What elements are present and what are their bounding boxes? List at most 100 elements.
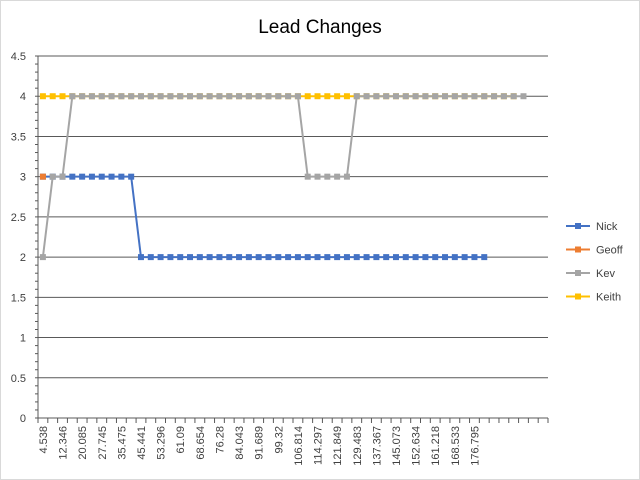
data-point (128, 173, 135, 180)
legend-swatch-marker (575, 223, 581, 229)
legend-swatch-marker (575, 246, 581, 253)
x-tick-label: 4.538 (38, 426, 50, 454)
data-point (461, 93, 468, 100)
x-tick-label: 68.654 (195, 426, 207, 460)
data-point (265, 254, 272, 261)
data-point (422, 254, 429, 261)
data-point (343, 93, 350, 100)
data-point (353, 254, 360, 261)
data-point (373, 93, 380, 100)
data-point (255, 93, 262, 100)
data-point (275, 93, 282, 100)
y-tick-label: 2 (20, 252, 26, 264)
legend-swatch-marker (575, 270, 581, 276)
x-tick-label: 99.32 (273, 426, 285, 454)
legend-label: Geoff (596, 245, 624, 257)
data-point (98, 93, 105, 100)
data-point (157, 254, 164, 261)
data-point (304, 93, 311, 100)
data-point (59, 93, 66, 100)
x-tick-label: 129.483 (352, 426, 364, 466)
data-point (187, 93, 194, 100)
data-point (196, 254, 203, 261)
data-point (500, 93, 507, 100)
data-point (245, 254, 252, 261)
y-tick-label: 3.5 (11, 131, 26, 143)
y-tick-label: 4.5 (11, 51, 26, 63)
data-point (442, 254, 449, 261)
data-point (226, 93, 233, 100)
data-point (255, 254, 262, 261)
x-tick-label: 20.085 (77, 426, 89, 460)
data-point (265, 93, 272, 100)
x-tick-label: 121.849 (332, 426, 344, 466)
x-tick-label: 176.795 (469, 426, 481, 466)
data-point (39, 254, 46, 261)
data-point (343, 254, 350, 261)
grid (38, 55, 548, 419)
legend: Nick Geoff Kev Keith (566, 221, 624, 304)
data-point (128, 93, 135, 100)
legend-swatch-marker (575, 293, 581, 300)
chart-title: Lead Changes (258, 17, 382, 38)
data-point (304, 173, 311, 180)
data-point (363, 254, 370, 261)
data-point (373, 254, 380, 261)
x-tick-label: 161.218 (430, 426, 442, 466)
data-point (69, 93, 76, 100)
y-tick-label: 2.5 (11, 212, 26, 224)
data-point (442, 93, 449, 100)
data-point (324, 254, 331, 261)
data-point (412, 254, 419, 261)
data-point (520, 93, 527, 100)
data-point (118, 173, 125, 180)
data-point (236, 93, 243, 100)
data-point (167, 254, 174, 261)
data-point (137, 93, 144, 100)
data-point (402, 93, 409, 100)
data-point (304, 254, 311, 261)
y-tick-label: 1.5 (11, 292, 26, 304)
data-point (118, 93, 125, 100)
data-point (216, 93, 223, 100)
data-point (39, 93, 46, 100)
data-point (334, 93, 341, 100)
series-line-nick (42, 175, 485, 259)
data-point (383, 254, 390, 261)
x-tick-label: 91.689 (254, 426, 266, 460)
legend-item-keith: Keith (566, 292, 621, 304)
data-point (108, 93, 115, 100)
data-point (392, 254, 399, 261)
x-tick-label: 114.297 (313, 426, 325, 465)
data-point (98, 173, 105, 180)
data-point (285, 93, 292, 100)
data-point (481, 254, 488, 261)
data-point (471, 254, 478, 261)
data-point (236, 254, 243, 261)
x-tick-label: 61.09 (175, 426, 187, 454)
series-layer (39, 93, 527, 261)
data-point (324, 173, 331, 180)
data-point (294, 254, 301, 261)
data-point (314, 254, 321, 261)
data-point (432, 254, 439, 261)
x-tick-label: 106.814 (293, 426, 305, 466)
y-tick-label: 4 (20, 91, 26, 103)
data-point (147, 254, 154, 261)
data-point (481, 93, 488, 100)
x-tick-label: 35.475 (116, 426, 128, 460)
legend-item-kev: Kev (566, 268, 615, 280)
data-point (49, 173, 56, 180)
data-point (245, 93, 252, 100)
data-point (216, 254, 223, 261)
legend-label: Keith (596, 292, 621, 304)
data-point (147, 93, 154, 100)
legend-label: Kev (596, 268, 615, 280)
legend-item-nick: Nick (566, 221, 618, 233)
x-tick-label: 168.533 (450, 426, 462, 466)
data-point (412, 93, 419, 100)
data-point (471, 93, 478, 100)
data-point (108, 173, 115, 180)
y-tick-label: 3 (20, 172, 26, 184)
